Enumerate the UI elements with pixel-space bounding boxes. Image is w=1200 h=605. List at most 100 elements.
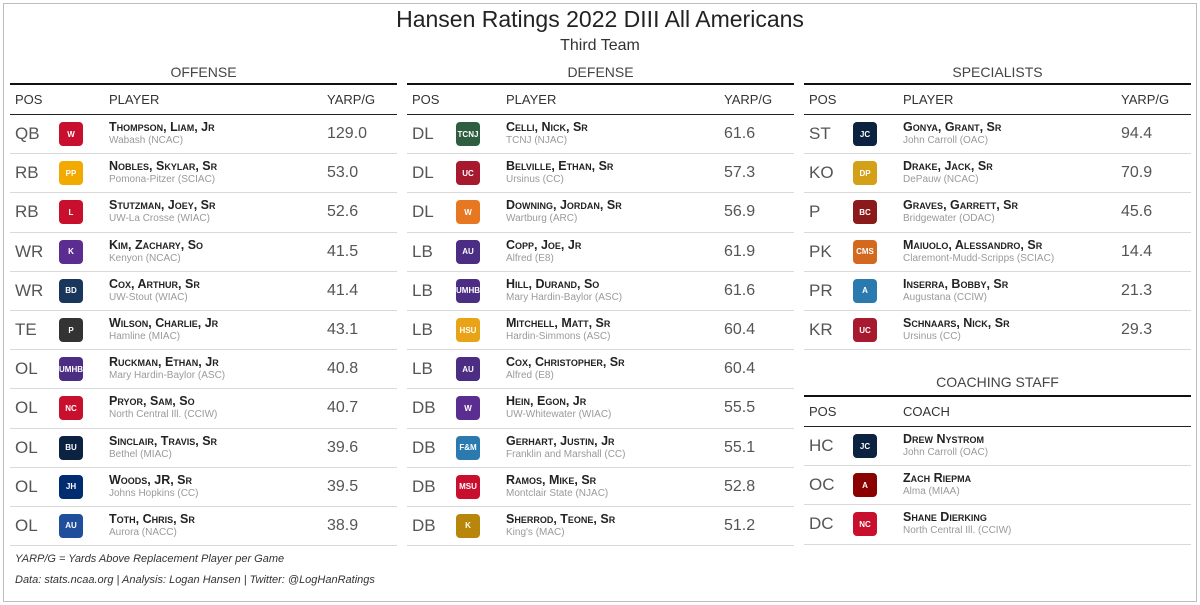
player-cell: Ruckman, Ethan, Jr Mary Hardin-Baylor (AS…: [94, 355, 327, 383]
logo-badge: AU: [456, 239, 480, 264]
logo-badge: JC: [853, 122, 877, 147]
coaching-label: COACHING STAFF: [936, 374, 1059, 390]
position: WR: [15, 280, 44, 300]
position: KR: [809, 320, 833, 340]
coach-header: COACH: [903, 404, 950, 419]
table-row: DL W Downing, Jordan, Sr Wartburg (ARC) 56.9: [407, 193, 794, 233]
school-name: King's (MAC): [506, 526, 565, 538]
player-cell: Gonya, Grant, Sr John Carroll (OAC): [888, 120, 1121, 148]
player-cell: Cox, Christopher, Sr Alfred (E8): [491, 355, 724, 383]
player-name: Mitchell, Matt, Sr: [506, 316, 611, 331]
yarp-value: 21.3: [1121, 281, 1153, 299]
position: DB: [412, 437, 436, 457]
position: DB: [412, 515, 436, 535]
yarp-value: 61.6: [724, 125, 756, 143]
logo-badge: BD: [59, 278, 83, 303]
school-name: UW-La Crosse (WIAC): [109, 213, 210, 225]
player-name: Celli, Nick, Sr: [506, 120, 588, 135]
player-cell: Pryor, Sam, So North Central Ill. (CCIW): [94, 394, 327, 422]
school-logo-icon: JC: [842, 119, 888, 149]
yarp-value: 38.9: [327, 516, 359, 534]
school-name: UW-Whitewater (WIAC): [506, 409, 612, 421]
player-cell: Maiuolo, Alessandro, Sr Claremont-Mudd-Sc…: [888, 238, 1121, 266]
position: HC: [809, 436, 834, 456]
position: DL: [412, 202, 434, 222]
yarp-header: YARP/G: [327, 92, 376, 107]
player-name: Graves, Garrett, Sr: [903, 198, 1019, 213]
player-name: Ramos, Mike, Sr: [506, 472, 597, 487]
table-header: POS PLAYER YARP/G: [10, 85, 397, 115]
player-name: Thompson, Liam, Jr: [109, 120, 215, 135]
position: TE: [15, 320, 37, 340]
pos-header: POS: [809, 404, 837, 419]
school-logo-icon: F&M: [445, 433, 491, 463]
school-name: Claremont-Mudd-Scripps (SCIAC): [903, 252, 1055, 264]
table-row: LB UMHB Hill, Durand, So Mary Hardin-Baylor…: [407, 272, 794, 311]
position: ST: [809, 124, 831, 144]
player-cell: Toth, Chris, Sr Aurora (NACC): [94, 512, 327, 540]
school-logo-icon: NC: [48, 393, 94, 423]
logo-badge: L: [59, 200, 83, 225]
table-row: LB HSU Mitchell, Matt, Sr Hardin-Simmons (A…: [407, 311, 794, 351]
logo-badge: CMS: [853, 239, 877, 264]
yarp-value: 14.4: [1121, 242, 1153, 260]
table-row: OL NC Pryor, Sam, So North Central Ill. (CC…: [10, 389, 397, 429]
yarp-value: 43.1: [327, 321, 359, 339]
logo-badge: K: [456, 513, 480, 538]
logo-badge: JH: [59, 474, 83, 499]
position: OL: [15, 437, 38, 457]
divider: [10, 83, 397, 85]
divider: [407, 83, 794, 85]
school-logo-icon: UMHB: [48, 354, 94, 384]
table-row: OL UMHB Ruckman, Ethan, Jr Mary Hardin-Bayl…: [10, 350, 397, 390]
logo-badge: UC: [853, 318, 877, 343]
school-name: Mary Hardin-Baylor (ASC): [109, 370, 226, 382]
player-cell: Downing, Jordan, Sr Wartburg (ARC): [491, 198, 724, 226]
logo-badge: AU: [59, 513, 83, 538]
yarp-value: 40.8: [327, 360, 359, 378]
position: RB: [15, 163, 39, 183]
logo-badge: MSU: [456, 474, 480, 499]
player-name: Cox, Christopher, Sr: [506, 355, 625, 370]
player-name: Kim, Zachary, So: [109, 237, 204, 252]
table-row: ST JC Gonya, Grant, Sr John Carroll (OAC) 94…: [804, 115, 1191, 155]
school-name: Aurora (NACC): [109, 526, 177, 538]
position: DL: [412, 124, 434, 144]
player-cell: Hill, Durand, So Mary Hardin-Baylor (ASC): [491, 277, 724, 305]
table-row: RB L Stutzman, Joey, Sr UW-La Crosse (WIAC)…: [10, 193, 397, 233]
yarp-value: 39.5: [327, 477, 359, 495]
position: LB: [412, 241, 433, 261]
school-logo-icon: DP: [842, 158, 888, 188]
logo-badge: NC: [853, 512, 877, 537]
school-name: TCNJ (NJAC): [506, 135, 568, 147]
school-name: Hardin-Simmons (ASC): [506, 331, 611, 343]
player-name: Hein, Egon, Jr: [506, 394, 587, 409]
player-cell: Zach Riepma Alma (MIAA): [888, 471, 1191, 499]
table-row: OL AU Toth, Chris, Sr Aurora (NACC) 38.9: [10, 507, 397, 547]
table-row: RB PP Nobles, Skylar, Sr Pomona-Pitzer (SCI…: [10, 154, 397, 194]
figure-frame: [3, 3, 1197, 602]
yarp-header: YARP/G: [1121, 92, 1170, 107]
school-name: Pomona-Pitzer (SCIAC): [109, 174, 216, 186]
player-name: Pryor, Sam, So: [109, 394, 195, 409]
player-name: Wilson, Charlie, Jr: [109, 316, 219, 331]
school-logo-icon: UC: [842, 315, 888, 345]
table-row: DL UC Belville, Ethan, Sr Ursinus (CC) 57.3: [407, 154, 794, 194]
table-row: DC NC Shane Dierking North Central Ill. (CC…: [804, 505, 1191, 545]
position: PK: [809, 241, 832, 261]
school-logo-icon: L: [48, 197, 94, 227]
yarp-value: 70.9: [1121, 164, 1153, 182]
position: OL: [15, 515, 38, 535]
player-cell: Belville, Ethan, Sr Ursinus (CC): [491, 159, 724, 187]
position: RB: [15, 202, 39, 222]
school-logo-icon: W: [445, 393, 491, 423]
school-name: Augustana (CCIW): [903, 291, 987, 303]
player-cell: Mitchell, Matt, Sr Hardin-Simmons (ASC): [491, 316, 724, 344]
yarp-header: YARP/G: [724, 92, 773, 107]
player-name: Woods, JR, Sr: [109, 472, 193, 487]
logo-badge: HSU: [456, 318, 480, 343]
player-header: PLAYER: [506, 92, 557, 107]
school-logo-icon: NC: [842, 509, 888, 539]
school-name: North Central Ill. (CCIW): [109, 409, 218, 421]
player-name: Drew Nystrom: [903, 432, 985, 447]
